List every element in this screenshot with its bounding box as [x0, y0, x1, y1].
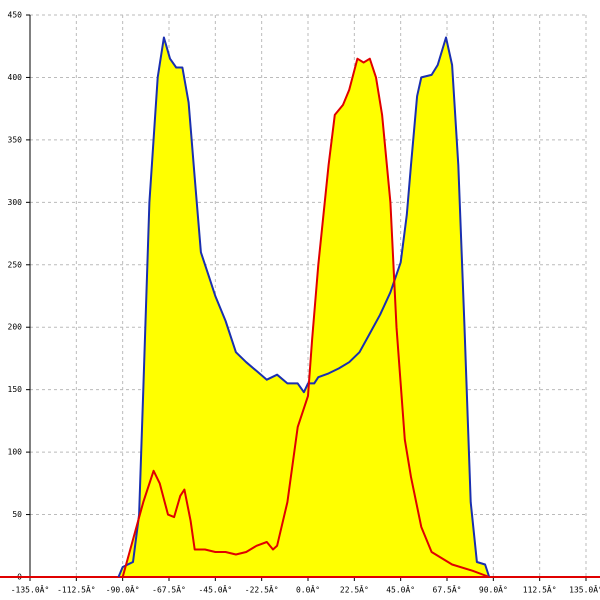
x-tick-label: 22.5Â°: [340, 584, 369, 595]
y-tick-label: 250: [8, 260, 23, 269]
x-tick-label: 135.0Â°: [569, 584, 600, 595]
y-tick-label: 300: [8, 198, 23, 207]
area-fill: [122, 58, 490, 577]
x-tick-label: -45.0Â°: [198, 584, 232, 595]
x-tick-label: 112.5Â°: [523, 584, 557, 595]
x-tick-label: 45.0Â°: [386, 584, 415, 595]
x-tick-label: -112.5Â°: [57, 584, 96, 595]
line: [121, 57, 490, 578]
x-tick-label: 67.5Â°: [433, 584, 462, 595]
x-tick-label: 0.0Â°: [296, 584, 320, 595]
y-tick-label: 100: [8, 448, 23, 457]
x-tick-label: -90.0Â°: [106, 584, 140, 595]
y-tick-label: 400: [8, 73, 23, 82]
y-tick-label: 150: [8, 385, 23, 394]
y-tick-label: 450: [8, 11, 23, 20]
x-tick-label: -22.5Â°: [245, 584, 279, 595]
x-tick-label: -135.0Â°: [11, 584, 50, 595]
x-tick-label: 90.0Â°: [479, 584, 508, 595]
line: [117, 36, 491, 578]
y-tick-label: 200: [8, 323, 23, 332]
y-tick-label: 350: [8, 135, 23, 144]
y-tick-label: 50: [12, 510, 22, 519]
x-tick-label: -67.5Â°: [152, 584, 186, 595]
